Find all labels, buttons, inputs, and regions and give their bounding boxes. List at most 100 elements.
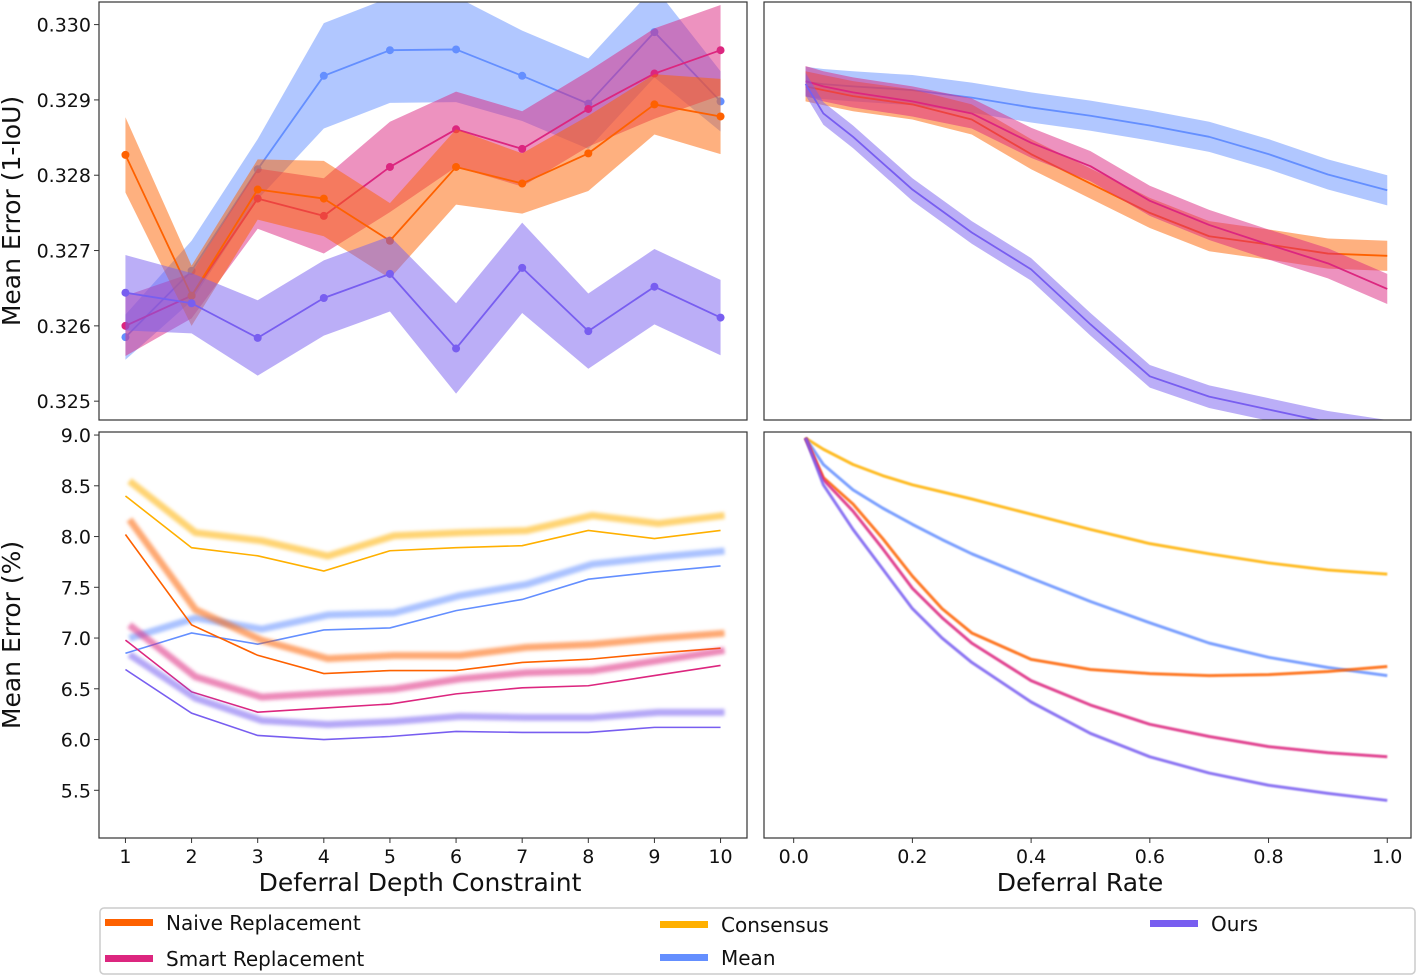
line-naive-replacement <box>804 437 1388 678</box>
y-tick-label: 6.0 <box>61 730 91 752</box>
x-tick-label: 0.2 <box>897 846 927 868</box>
point-mean <box>319 71 328 80</box>
y-tick-label: 0.326 <box>37 316 91 338</box>
line-smart-replacement <box>124 639 721 713</box>
x-axis-label-right: Deferral Rate <box>997 868 1163 897</box>
x-tick-label: 8 <box>582 846 594 868</box>
x-tick-label: 3 <box>252 846 264 868</box>
x-tick-label: 0.4 <box>1016 846 1046 868</box>
legend-swatch <box>105 919 153 926</box>
line-ours <box>125 266 721 350</box>
band-naive-replacement <box>125 74 721 326</box>
y-tick-label: 7.0 <box>61 628 91 650</box>
x-tick-label: 0.0 <box>779 846 809 868</box>
point-naive-replacement <box>253 185 262 194</box>
legend-label: Ours <box>1211 912 1258 936</box>
y-tick-label: 0.325 <box>37 391 91 413</box>
line-mean <box>125 565 721 655</box>
legend-label: Smart Replacement <box>166 947 364 971</box>
band-smart-replacement <box>805 66 1388 305</box>
plot-area <box>804 66 1388 420</box>
legend-swatch <box>105 955 153 962</box>
y-tick-label: 0.330 <box>37 15 91 37</box>
line-ours <box>804 437 1388 802</box>
line-ours <box>125 668 721 741</box>
point-mean <box>385 46 394 55</box>
legend-item-consensus: Consensus <box>660 913 829 937</box>
axes-frame <box>763 431 1412 839</box>
legend-item-naive-replacement: Naive Replacement <box>105 911 361 935</box>
y-tick-label: 7.5 <box>61 577 91 599</box>
y-tick-label: 0.327 <box>37 241 91 263</box>
panel-top-right <box>763 1 1412 421</box>
axes-frame <box>98 431 748 839</box>
panel-bottom-right: 0.0 0.2 0.4 0.6 0.8 1.0 <box>763 431 1412 868</box>
line-consensus <box>124 495 721 572</box>
y-tick-label: 6.5 <box>61 679 91 701</box>
panel-bottom-left: 5.5 6.0 6.5 7.0 7.5 8.0 8.5 9.0 1 2 3 4 5 6 7 8 9 10 <box>61 425 748 868</box>
x-tick-label: 9 <box>648 846 660 868</box>
x-tick-label: 0.8 <box>1253 846 1283 868</box>
line-naive-replacement <box>124 103 721 297</box>
x-tick-label: 6 <box>450 846 462 868</box>
x-tick-label: 0.6 <box>1135 846 1165 868</box>
legend-label: Mean <box>721 946 776 970</box>
legend-swatch <box>660 921 708 928</box>
y-tick-label: 8.0 <box>61 527 91 549</box>
point-mean <box>452 45 461 54</box>
point-naive-replacement <box>518 179 527 188</box>
point-ours <box>518 263 527 272</box>
panel-top-left: 0.325 0.326 0.327 0.328 0.329 0.330 <box>37 1 748 421</box>
x-tick-label: 7 <box>516 846 528 868</box>
line-shadow-mean <box>128 547 725 642</box>
legend-item-mean: Mean <box>660 946 776 970</box>
x-tick-label: 1.0 <box>1372 846 1402 868</box>
legend-swatch <box>1150 920 1198 927</box>
line-ours <box>804 83 1322 420</box>
point-ours <box>650 282 659 291</box>
legend: Naive Replacement Smart Replacement Consen… <box>99 907 1416 975</box>
point-smart-replacement <box>385 162 394 171</box>
point-smart-replacement <box>716 46 725 55</box>
legend-frame <box>99 907 1416 975</box>
y-tick-label: 0.328 <box>37 165 91 187</box>
point-ours <box>187 299 196 308</box>
y-axis-label-top: Mean Error (1-IoU) <box>0 96 26 326</box>
y-tick-label: 0.329 <box>37 90 91 112</box>
legend-label: Consensus <box>721 913 829 937</box>
line-consensus <box>804 436 1388 576</box>
x-tick-label: 2 <box>186 846 198 868</box>
point-naive-replacement <box>584 149 593 158</box>
point-ours <box>452 344 461 353</box>
legend-item-ours: Ours <box>1150 912 1258 936</box>
point-ours <box>253 333 262 342</box>
y-tick-label: 5.5 <box>61 780 91 802</box>
point-smart-replacement <box>518 144 527 153</box>
plot-area <box>804 436 1388 802</box>
point-ours <box>385 269 394 278</box>
line-naive-replacement <box>124 534 721 675</box>
point-ours <box>319 293 328 302</box>
x-tick-label: 4 <box>318 846 330 868</box>
x-tick-label: 10 <box>708 846 732 868</box>
line-smart-replacement <box>805 80 1388 290</box>
point-ours <box>584 327 593 336</box>
y-axis-label-bottom: Mean Error (%) <box>0 541 26 729</box>
point-naive-replacement <box>121 150 130 159</box>
point-ours <box>121 288 130 297</box>
line-shadow-naive-replacement <box>126 517 725 663</box>
x-tick-label: 1 <box>119 846 131 868</box>
point-mean <box>518 71 527 80</box>
plot-area <box>124 478 726 741</box>
line-smart-replacement <box>804 437 1388 759</box>
legend-label: Naive Replacement <box>166 911 361 935</box>
point-ours <box>716 313 725 322</box>
point-smart-replacement <box>584 104 593 113</box>
point-naive-replacement <box>319 194 328 203</box>
point-naive-replacement <box>650 100 659 109</box>
line-shadow-ours <box>127 651 725 729</box>
x-axis-label-left: Deferral Depth Constraint <box>259 868 582 897</box>
legend-swatch <box>660 954 708 961</box>
legend-item-smart-replacement: Smart Replacement <box>105 947 364 971</box>
